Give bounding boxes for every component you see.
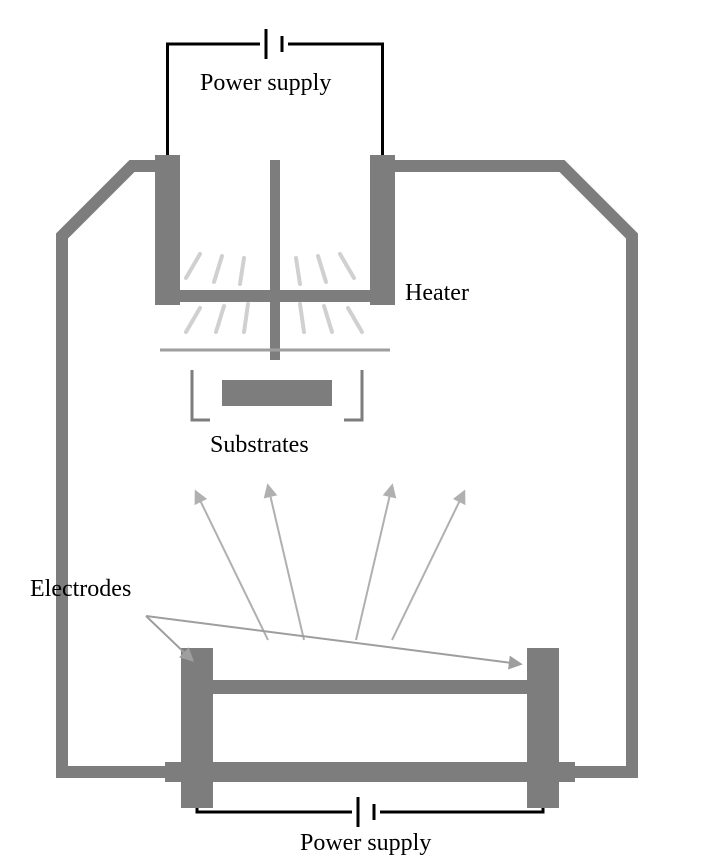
wire-bottom-left bbox=[197, 808, 352, 812]
diagram-root: Power supply Heater Substrates Electrodes Po… bbox=[0, 0, 714, 868]
heat-radiation-mark bbox=[340, 254, 354, 278]
flux-arrow bbox=[392, 492, 464, 640]
heat-radiation-mark bbox=[244, 304, 248, 332]
heat-radiation-mark bbox=[324, 306, 332, 332]
label-heater: Heater bbox=[405, 280, 469, 307]
label-power-bottom: Power supply bbox=[300, 830, 431, 857]
substrate bbox=[222, 380, 332, 406]
label-power-top: Power supply bbox=[200, 70, 331, 97]
electrode-base bbox=[165, 762, 575, 782]
heat-radiation-mark bbox=[296, 258, 300, 284]
heat-radiation-mark bbox=[300, 304, 304, 332]
wire-top-right bbox=[288, 44, 383, 155]
electrode-post-right bbox=[527, 648, 559, 808]
heat-radiation-mark bbox=[186, 308, 200, 332]
electrodes-leader-arrow bbox=[146, 616, 192, 660]
substrate-holder-right bbox=[344, 370, 362, 420]
wire-top-left bbox=[168, 44, 261, 155]
heat-radiation-mark bbox=[186, 254, 200, 278]
heater-bar bbox=[170, 290, 380, 302]
heater-post-left bbox=[155, 155, 180, 305]
flux-arrow bbox=[268, 486, 304, 640]
heat-radiation-mark bbox=[240, 258, 244, 284]
heater-post-right bbox=[370, 155, 395, 305]
heat-radiation-mark bbox=[216, 306, 224, 332]
heat-radiation-mark bbox=[214, 256, 222, 282]
label-electrodes: Electrodes bbox=[30, 576, 131, 603]
label-substrates: Substrates bbox=[210, 432, 309, 459]
heat-radiation-mark bbox=[348, 308, 362, 332]
electrode-post-left bbox=[181, 648, 213, 808]
wire-bottom-right bbox=[380, 808, 543, 812]
heat-radiation-mark bbox=[318, 256, 326, 282]
diagram-svg bbox=[0, 0, 714, 868]
heater-center-post bbox=[270, 160, 280, 360]
flux-arrow bbox=[356, 486, 392, 640]
substrate-holder-left bbox=[192, 370, 210, 420]
flux-arrow bbox=[196, 492, 268, 640]
electrode-crossbar bbox=[200, 680, 540, 694]
